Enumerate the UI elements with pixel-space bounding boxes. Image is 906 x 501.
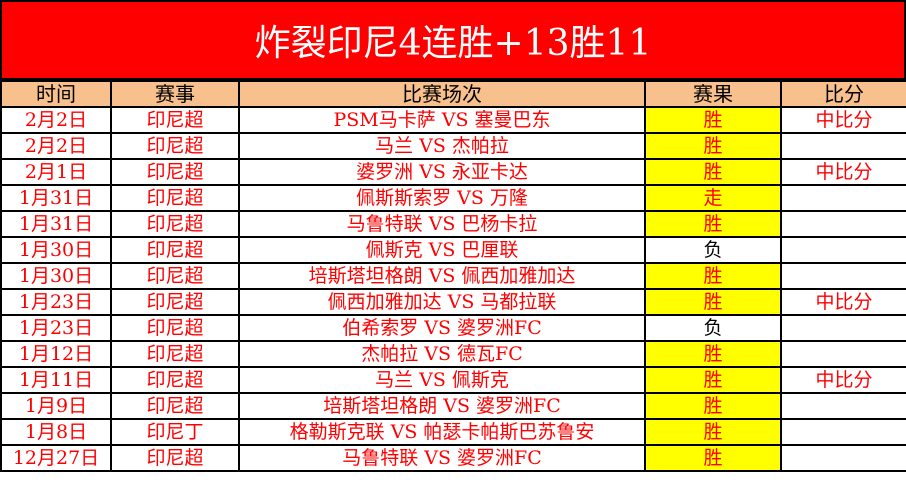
league-cell: 印尼超 [110,262,240,290]
league-cell: 印尼超 [110,106,240,134]
result-cell: 胜 [644,418,782,446]
match-cell: 伯希索罗 VS 婆罗洲FC [238,314,646,342]
league-cell: 印尼超 [110,314,240,342]
result-cell: 胜 [644,340,782,368]
result-cell: 胜 [644,262,782,290]
table-row: 2月2日 印尼超 马兰 VS 杰帕拉胜 [0,132,906,160]
result-cell: 胜 [644,210,782,238]
score-cell [780,132,906,160]
date-cell: 2月2日 [0,106,112,134]
match-cell: 格勒斯克联 VS 帕瑟卡帕斯巴苏鲁安 [238,418,646,446]
header-row: 时间 赛事 比赛场次 赛果 比分 [0,80,906,108]
match-cell: 培斯塔坦格朗 VS 婆罗洲FC [238,392,646,420]
result-cell: 胜 [644,106,782,134]
header-match: 比赛场次 [238,80,646,108]
league-cell: 印尼超 [110,132,240,160]
score-cell: 中比分 [780,158,906,186]
score-cell [780,444,906,472]
match-cell: 培斯塔坦格朗 VS 佩西加雅加达 [238,262,646,290]
table-row: 1月23日 印尼超 佩西加雅加达 VS 马都拉联胜中比分 [0,288,906,316]
score-cell [780,314,906,342]
date-cell: 1月23日 [0,288,112,316]
league-cell: 印尼超 [110,392,240,420]
score-cell [780,392,906,420]
page-title: 炸裂印尼4连胜+13胜11 [0,0,906,80]
match-cell: 婆罗洲 VS 永亚卡达 [238,158,646,186]
result-cell: 胜 [644,392,782,420]
league-cell: 印尼丁 [110,418,240,446]
date-cell: 2月1日 [0,158,112,186]
score-cell: 中比分 [780,106,906,134]
date-cell: 1月11日 [0,366,112,394]
date-cell: 1月23日 [0,314,112,342]
result-cell: 胜 [644,288,782,316]
match-cell: 佩斯斯索罗 VS 万隆 [238,184,646,212]
league-cell: 印尼超 [110,236,240,264]
result-cell: 负 [644,236,782,264]
match-cell: 杰帕拉 VS 德瓦FC [238,340,646,368]
score-cell [780,340,906,368]
header-league: 赛事 [110,80,240,108]
table-row: 1月30日 印尼超 培斯塔坦格朗 VS 佩西加雅加达胜 [0,262,906,290]
match-cell: 佩西加雅加达 VS 马都拉联 [238,288,646,316]
table-row: 1月30日 印尼超 佩斯克 VS 巴厘联负 [0,236,906,264]
score-cell [780,184,906,212]
match-cell: 马鲁特联 VS 巴杨卡拉 [238,210,646,238]
match-cell: 马兰 VS 杰帕拉 [238,132,646,160]
match-cell: 马鲁特联 VS 婆罗洲FC [238,444,646,472]
header-date: 时间 [0,80,112,108]
league-cell: 印尼超 [110,366,240,394]
match-cell: 马兰 VS 佩斯克 [238,366,646,394]
table-row: 1月12日 印尼超 杰帕拉 VS 德瓦FC 胜 [0,340,906,368]
league-cell: 印尼超 [110,444,240,472]
table-row: 2月1日 印尼超 婆罗洲 VS 永亚卡达胜中比分 [0,158,906,186]
match-cell: 佩斯克 VS 巴厘联 [238,236,646,264]
date-cell: 1月31日 [0,210,112,238]
league-cell: 印尼超 [110,158,240,186]
table-row: 1月31日 印尼超 马鲁特联 VS 巴杨卡拉胜 [0,210,906,238]
table-row: 1月9日 印尼超 培斯塔坦格朗 VS 婆罗洲FC 胜 [0,392,906,420]
league-cell: 印尼超 [110,340,240,368]
date-cell: 1月12日 [0,340,112,368]
date-cell: 2月2日 [0,132,112,160]
score-cell [780,418,906,446]
date-cell: 1月31日 [0,184,112,212]
table-row: 1月31日 印尼超 佩斯斯索罗 VS 万隆走 [0,184,906,212]
result-cell: 胜 [644,444,782,472]
score-cell [780,210,906,238]
result-cell: 负 [644,314,782,342]
results-table: 时间 赛事 比赛场次 赛果 比分 2月2日 印尼超 PSM马卡萨 VS 塞曼巴东胜中… [0,80,906,472]
result-cell: 走 [644,184,782,212]
date-cell: 12月27日 [0,444,112,472]
league-cell: 印尼超 [110,184,240,212]
table-row: 1月11日 印尼超 马兰 VS 佩斯克胜中比分 [0,366,906,394]
table-row: 1月23日 印尼超 伯希索罗 VS 婆罗洲FC 负 [0,314,906,342]
league-cell: 印尼超 [110,210,240,238]
result-cell: 胜 [644,158,782,186]
header-result: 赛果 [644,80,782,108]
table-row: 1月8日 印尼丁 格勒斯克联 VS 帕瑟卡帕斯巴苏鲁安胜 [0,418,906,446]
date-cell: 1月30日 [0,236,112,264]
date-cell: 1月9日 [0,392,112,420]
score-cell: 中比分 [780,366,906,394]
result-cell: 胜 [644,132,782,160]
header-score: 比分 [780,80,906,108]
match-cell: PSM马卡萨 VS 塞曼巴东 [238,106,646,134]
table-row: 2月2日 印尼超 PSM马卡萨 VS 塞曼巴东胜中比分 [0,106,906,134]
date-cell: 1月30日 [0,262,112,290]
score-cell [780,236,906,264]
result-cell: 胜 [644,366,782,394]
score-cell: 中比分 [780,288,906,316]
league-cell: 印尼超 [110,288,240,316]
table-row: 12月27日 印尼超 马鲁特联 VS 婆罗洲FC 胜 [0,444,906,472]
score-cell [780,262,906,290]
date-cell: 1月8日 [0,418,112,446]
